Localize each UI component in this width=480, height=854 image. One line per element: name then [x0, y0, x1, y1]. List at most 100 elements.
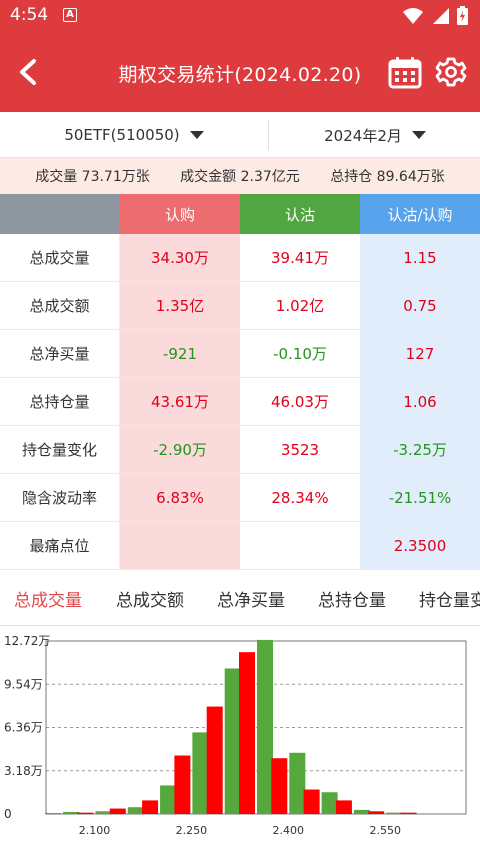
bar-call	[335, 800, 352, 814]
put-value	[240, 522, 360, 569]
page-title: 期权交易统计(2024.02.20)	[118, 64, 362, 86]
underlying-selector[interactable]: 50ETF(510050)	[0, 112, 268, 158]
header-call: 认购	[120, 194, 240, 234]
bar-call	[400, 812, 417, 814]
bar-call	[174, 755, 191, 814]
table-row: 总净买量 -921 -0.10万 127	[0, 330, 480, 378]
call-value: 34.30万	[120, 234, 240, 281]
bar-put	[63, 811, 80, 814]
call-value: 1.35亿	[120, 282, 240, 329]
x-tick-label: 2.250	[176, 824, 208, 837]
table-header: 认购 认沽 认沽/认购	[0, 194, 480, 234]
y-tick-label: 6.36万	[4, 721, 43, 735]
tab-net-buy[interactable]: 总净买量	[217, 591, 285, 611]
put-value: 46.03万	[240, 378, 360, 425]
underlying-label: 50ETF(510050)	[64, 126, 180, 144]
row-label: 总成交量	[0, 234, 120, 281]
ratio-value: 2.3500	[360, 522, 480, 569]
tab-oi-change[interactable]: 持仓量变化	[419, 591, 480, 611]
row-label: 隐含波动率	[0, 474, 120, 521]
table-body: 总成交量 34.30万 39.41万 1.15 总成交额 1.35亿 1.02亿 0.75 总净…	[0, 234, 480, 570]
status-time: 4:54	[10, 5, 49, 25]
table-row: 持仓量变化 -2.90万 3523 -3.25万	[0, 426, 480, 474]
bar-put	[289, 752, 306, 814]
row-label: 持仓量变化	[0, 426, 120, 473]
call-value: -2.90万	[120, 426, 240, 473]
bar-call	[271, 758, 288, 814]
table-row: 总成交量 34.30万 39.41万 1.15	[0, 234, 480, 282]
calendar-button[interactable]	[387, 54, 423, 90]
put-value: 3523	[240, 426, 360, 473]
tab-amount[interactable]: 总成交额	[116, 591, 184, 611]
back-button[interactable]	[14, 54, 44, 90]
put-value: 28.34%	[240, 474, 360, 521]
put-value: 39.41万	[240, 234, 360, 281]
status-bar: 4:54 A	[0, 0, 480, 32]
bar-call	[368, 811, 385, 814]
row-label: 总净买量	[0, 330, 120, 377]
put-value: 1.02亿	[240, 282, 360, 329]
table-row: 最痛点位 2.3500	[0, 522, 480, 570]
stats-table: 认购 认沽 认沽/认购 总成交量 34.30万 39.41万 1.15 总成交额 1.35…	[0, 194, 480, 570]
y-tick-label: 0	[4, 807, 12, 821]
bar-call	[303, 789, 320, 814]
notification-icon: A	[63, 8, 77, 22]
settings-button[interactable]	[434, 54, 468, 90]
call-value	[120, 522, 240, 569]
y-tick-label: 9.54万	[4, 677, 43, 691]
bar-call	[142, 800, 159, 814]
summary-open-interest: 总持仓 89.64万张	[330, 169, 445, 185]
tab-volume[interactable]: 总成交量	[14, 591, 82, 611]
bar-put	[160, 785, 177, 814]
call-value: 6.83%	[120, 474, 240, 521]
row-label: 最痛点位	[0, 522, 120, 569]
bar-call	[109, 808, 126, 814]
app-header: 期权交易统计(2024.02.20)	[0, 32, 480, 112]
y-tick-label: 3.18万	[4, 764, 43, 778]
bar-put	[257, 639, 273, 814]
bar-chart: 12.72万 9.54万 6.36万 3.18万 0 2.100 2.250 2.400 2.5…	[4, 634, 467, 837]
summary-amount: 成交金额 2.37亿元	[180, 169, 300, 185]
bar-call	[45, 813, 62, 814]
ratio-value: 1.15	[360, 234, 480, 281]
divider	[268, 120, 269, 150]
summary-volume: 成交量 73.71万张	[35, 169, 150, 185]
month-selector[interactable]: 2024年2月	[270, 112, 480, 158]
table-row: 总持仓量 43.61万 46.03万 1.06	[0, 378, 480, 426]
table-row: 隐含波动率 6.83% 28.34% -21.51%	[0, 474, 480, 522]
ratio-value: -3.25万	[360, 426, 480, 473]
ratio-value: 1.06	[360, 378, 480, 425]
filter-bar: 50ETF(510050) 2024年2月	[0, 112, 480, 158]
bar-call	[77, 812, 94, 814]
bar-put	[321, 792, 338, 814]
caret-down-icon	[189, 131, 204, 139]
chevron-left-icon	[20, 59, 36, 85]
summary-bar: 成交量 73.71万张 成交金额 2.37亿元 总持仓 89.64万张	[0, 158, 480, 194]
tab-open-interest[interactable]: 总持仓量	[318, 591, 386, 611]
month-label: 2024年2月	[324, 126, 402, 145]
gear-icon	[435, 57, 467, 87]
ratio-value: -21.51%	[360, 474, 480, 521]
bar-call	[206, 706, 223, 814]
wifi-icon	[403, 7, 423, 24]
battery-icon	[457, 6, 468, 25]
ratio-value: 127	[360, 330, 480, 377]
ratio-value: 0.75	[360, 282, 480, 329]
bar-put	[224, 668, 241, 814]
metric-tabs: 总成交量 总成交额 总净买量 总持仓量 持仓量变化	[0, 572, 480, 626]
signal-icon	[433, 7, 449, 24]
bar-put	[386, 812, 403, 814]
x-tick-label: 2.400	[273, 824, 305, 837]
put-value: -0.10万	[240, 330, 360, 377]
bar-call	[239, 652, 255, 814]
status-icons	[403, 6, 468, 25]
bar-put	[127, 807, 144, 814]
x-tick-label: 2.100	[79, 824, 111, 837]
bar-put	[95, 811, 112, 814]
y-tick-label: 12.72万	[4, 634, 50, 648]
bar-put	[192, 732, 209, 814]
table-row: 总成交额 1.35亿 1.02亿 0.75	[0, 282, 480, 330]
bar-put	[353, 809, 370, 814]
header-ratio: 认沽/认购	[360, 194, 480, 234]
row-label: 总持仓量	[0, 378, 120, 425]
